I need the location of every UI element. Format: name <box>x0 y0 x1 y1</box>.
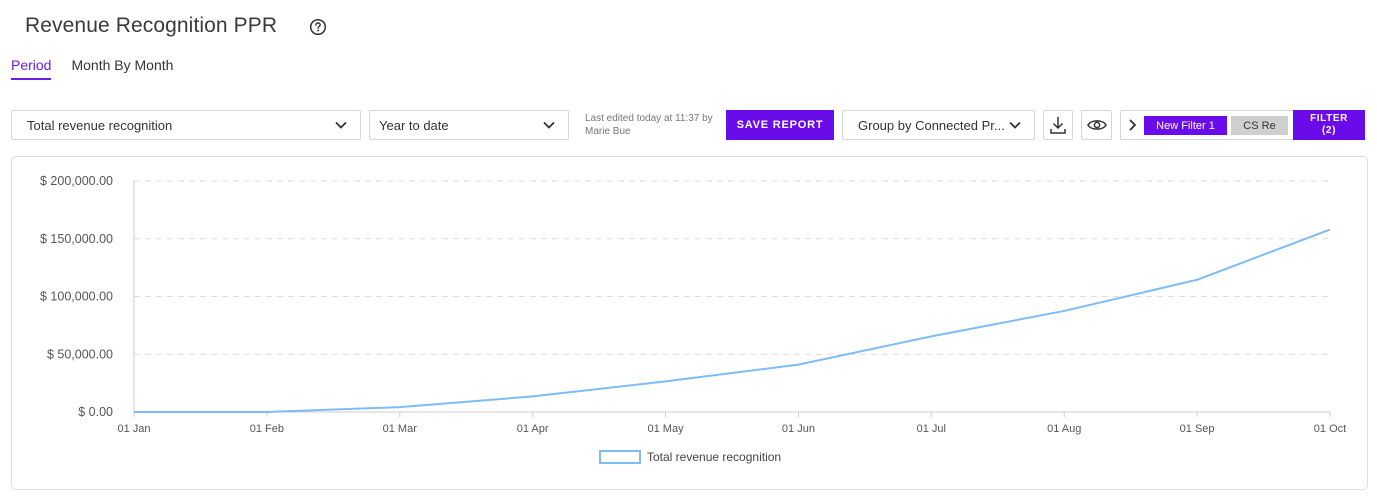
chevron-right-icon[interactable] <box>1127 118 1137 132</box>
chevron-down-icon <box>543 121 555 129</box>
tab-month-by-month[interactable]: Month By Month <box>71 57 174 73</box>
last-edited-info: Last edited today at 11:37 by Marie Bue <box>585 112 725 138</box>
last-edited-line2: Marie Bue <box>585 126 631 137</box>
visibility-button[interactable] <box>1081 110 1112 140</box>
eye-icon <box>1086 120 1107 130</box>
x-tick-label: 01 Apr <box>517 423 549 435</box>
metric-select-value: Total revenue recognition <box>27 117 173 133</box>
save-report-button[interactable]: SAVE REPORT <box>726 110 834 140</box>
group-by-select[interactable]: Group by Connected Pr... <box>842 110 1035 140</box>
question-circle-icon[interactable] <box>309 18 327 36</box>
y-tick-label: $ 0.00 <box>78 405 113 419</box>
period-select-value: Year to date <box>379 117 449 133</box>
page-title: Revenue Recognition PPR <box>25 14 278 37</box>
period-select[interactable]: Year to date <box>369 110 569 140</box>
x-tick-label: 01 Aug <box>1047 423 1081 435</box>
group-by-select-value: Group by Connected Pr... <box>858 117 1005 133</box>
x-tick-label: 01 Jun <box>782 423 815 435</box>
x-tick-label: 01 Feb <box>250 423 284 435</box>
y-tick-label: $ 200,000.00 <box>40 174 113 188</box>
active-filters: New Filter 1 CS Re <box>1120 110 1294 140</box>
filter-button-count: (2) <box>1321 125 1337 136</box>
filter-button-label: FILTER <box>1310 113 1348 124</box>
tab-period[interactable]: Period <box>11 57 52 80</box>
filter-chip-cs-re[interactable]: CS Re <box>1231 116 1288 135</box>
download-button[interactable] <box>1043 110 1073 140</box>
y-tick-label: $ 150,000.00 <box>40 232 113 246</box>
filter-button[interactable]: FILTER (2) <box>1293 110 1365 140</box>
x-tick-label: 01 May <box>648 423 685 435</box>
chevron-down-icon <box>1009 121 1021 129</box>
chevron-down-icon <box>335 121 347 129</box>
report-tabs: Period Month By Month <box>11 57 173 80</box>
revenue-line-chart: $ 0.00 $ 50,000.00 $ 100,000.00 $ 150,000.0… <box>40 174 1346 464</box>
legend-swatch <box>599 450 641 464</box>
y-tick-label: $ 100,000.00 <box>40 290 113 304</box>
x-tick-label: 01 Jan <box>117 423 150 435</box>
y-tick-label: $ 50,000.00 <box>47 347 113 361</box>
x-tick-label: 01 Sep <box>1180 423 1215 435</box>
chart-card: $ 0.00 $ 50,000.00 $ 100,000.00 $ 150,000.0… <box>11 156 1368 490</box>
x-tick-label: 01 Jul <box>917 423 946 435</box>
x-tick-label: 01 Oct <box>1314 423 1346 435</box>
series-line-total-revenue <box>134 228 1331 413</box>
filter-chip-new-filter-1[interactable]: New Filter 1 <box>1144 116 1227 135</box>
last-edited-line1: Last edited today at 11:37 by <box>585 113 713 124</box>
download-icon <box>1050 117 1066 134</box>
metric-select[interactable]: Total revenue recognition <box>11 110 361 140</box>
legend-label: Total revenue recognition <box>647 450 781 464</box>
x-tick-label: 01 Mar <box>383 423 418 435</box>
